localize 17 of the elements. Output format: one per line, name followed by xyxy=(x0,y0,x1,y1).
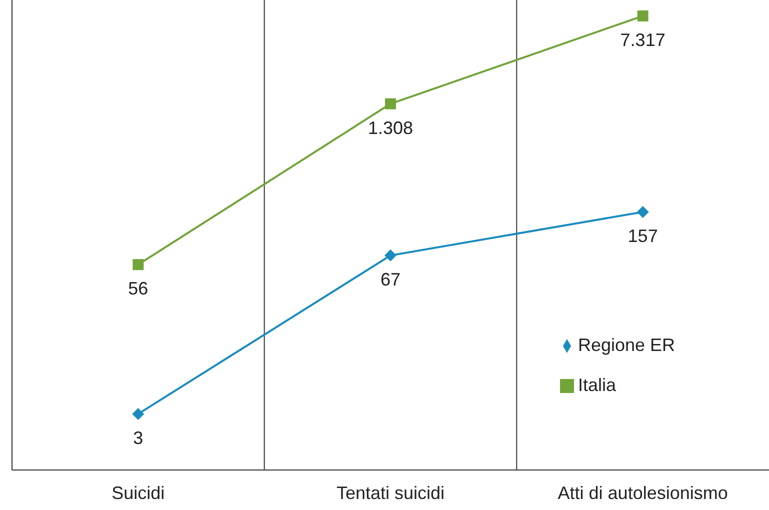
point xyxy=(384,249,396,262)
point xyxy=(385,98,396,110)
legend-label: Regione ER xyxy=(578,335,676,355)
point xyxy=(132,259,144,270)
data-label: 157 xyxy=(628,226,658,246)
data-label: 56 xyxy=(128,278,148,299)
data-label: 3 xyxy=(133,428,144,448)
x-tick-label: Atti di autolesionismo xyxy=(558,482,728,503)
legend-label: Italia xyxy=(578,375,616,395)
x-tick-label: Suicidi xyxy=(112,482,165,503)
data-label: 1.308 xyxy=(368,118,414,138)
point xyxy=(132,408,144,420)
x-tick-label: Tentati suicidi xyxy=(336,482,445,503)
data-label: 7.317 xyxy=(620,30,666,50)
point xyxy=(637,10,648,22)
point xyxy=(636,206,649,218)
data-label: 67 xyxy=(380,269,401,290)
